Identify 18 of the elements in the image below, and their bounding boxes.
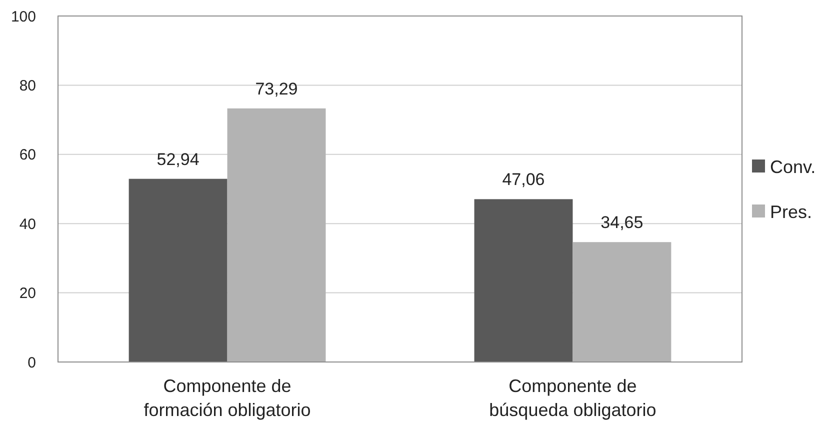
y-tick-label: 80 xyxy=(19,77,36,94)
data-label: 47,06 xyxy=(502,170,545,190)
y-tick-label: 60 xyxy=(19,146,36,164)
x-tick-label: Componente de búsqueda obligatorio xyxy=(489,376,656,420)
x-tick-label: Componente de formación obligatorio xyxy=(144,376,311,420)
data-label: 52,94 xyxy=(156,150,200,169)
y-tick-label: 100 xyxy=(10,8,36,26)
bar xyxy=(572,242,672,362)
y-tick-label: 0 xyxy=(28,354,36,372)
y-tick-label: 20 xyxy=(19,285,36,302)
data-label: 34,65 xyxy=(600,213,644,232)
data-label: 73,29 xyxy=(255,79,298,98)
bar xyxy=(474,199,573,362)
bar xyxy=(227,108,326,362)
legend-label: Conv. xyxy=(770,156,816,177)
y-tick-label: 40 xyxy=(19,216,36,233)
bar xyxy=(128,178,228,362)
legend-label: Pres. xyxy=(770,202,812,222)
